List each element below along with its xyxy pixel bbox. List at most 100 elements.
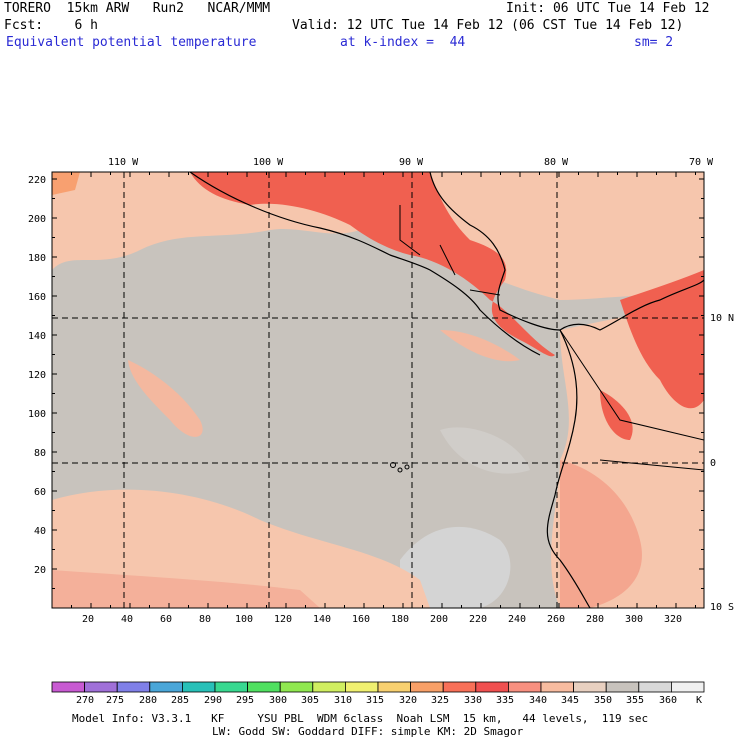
y-tick-100: 100 [27, 409, 46, 420]
warmer-region-andes [560, 460, 642, 608]
init-time: Init: 06 UTC Tue 14 Feb 12 [506, 1, 710, 16]
colorbar-label: 330 [464, 695, 483, 706]
colorbar-label: 270 [76, 695, 95, 706]
x-tick-40: 40 [121, 614, 134, 625]
x-tick-160: 160 [352, 614, 371, 625]
colorbar-swatch [51, 681, 85, 693]
colorbar-label: 340 [529, 695, 548, 706]
model-title: TORERO 15km ARW Run2 NCAR/MMM [4, 1, 271, 16]
colorbar-label: 305 [301, 695, 320, 706]
x-tick-280: 280 [586, 614, 605, 625]
colorbar-swatch [410, 681, 444, 693]
frame-ticks [51, 172, 704, 609]
lon-label-80w: 80 W [544, 157, 569, 168]
colorbar-swatch [671, 681, 705, 693]
streak-patch [128, 360, 203, 437]
y-tick-180: 180 [27, 253, 46, 264]
colorbar-swatch [507, 681, 542, 693]
graticule [52, 172, 704, 608]
y-tick-140: 140 [27, 331, 46, 342]
x-tick-180: 180 [391, 614, 410, 625]
coastline-south-america [546, 329, 591, 608]
colorbar-swatch [116, 681, 151, 693]
x-tick-20: 20 [82, 614, 95, 625]
colorbar-swatch [149, 681, 183, 693]
colorbar-label: 290 [204, 695, 223, 706]
hot-region-colombia [620, 270, 704, 409]
x-tick-300: 300 [625, 614, 644, 625]
coastline-central-america [189, 172, 541, 356]
lon-label-70w: 70 W [689, 157, 714, 168]
streak-patch [440, 330, 520, 362]
y-tick-80: 80 [33, 448, 46, 459]
colorbar-swatch [377, 681, 411, 693]
colorbar-label: 275 [106, 695, 125, 706]
x-tick-260: 260 [547, 614, 566, 625]
colorbar-swatch [573, 681, 607, 693]
colorbar-swatch [442, 681, 477, 693]
y-tick-160: 160 [27, 292, 46, 303]
colorbar-label: 285 [171, 695, 190, 706]
coastline-caribbean [429, 172, 704, 331]
y-tick-40: 40 [33, 526, 46, 537]
colorbar-label: 315 [366, 695, 385, 706]
colorbar-swatch [312, 681, 346, 693]
smoothing-label: sm= 2 [634, 35, 674, 50]
physics-info: LW: Godd SW: Goddard DIFF: simple KM: 2D… [212, 725, 524, 738]
colorbar-swatch [181, 681, 216, 693]
colorbar-swatch [344, 681, 379, 693]
colorbar-label: 295 [236, 695, 255, 706]
lon-label-90w: 90 W [399, 157, 424, 168]
valid-time: Valid: 12 UTC Tue 14 Feb 12 (06 CST Tue … [292, 18, 684, 33]
colorbar-label: 280 [139, 695, 158, 706]
colorbar-label: 300 [269, 695, 288, 706]
colorbar-swatch [638, 681, 672, 693]
x-tick-120: 120 [274, 614, 293, 625]
x-tick-60: 60 [160, 614, 173, 625]
colorbar-unit: K [696, 695, 703, 706]
colorbar-swatch [540, 681, 574, 693]
lat-label-0: 0 [710, 458, 717, 469]
lon-label-100w: 100 W [253, 157, 284, 168]
colorbar-swatch [605, 681, 640, 693]
colorbar-label: 345 [561, 695, 580, 706]
x-tick-140: 140 [313, 614, 332, 625]
forecast-hour: Fcst: 6 h [4, 18, 98, 33]
field-title: Equivalent potential temperature [6, 35, 257, 50]
lon-label-110w: 110 W [108, 157, 139, 168]
light-grey-patch [440, 427, 530, 474]
x-tick-320: 320 [664, 614, 683, 625]
hot-region-central-america [190, 172, 555, 357]
level-label: at k-index = 44 [340, 35, 466, 50]
colorbar-label: 310 [334, 695, 353, 706]
colorbar-swatch [84, 681, 118, 693]
model-info: Model Info: V3.3.1 KF YSU PBL WDM 6class… [72, 712, 649, 725]
x-tick-80: 80 [199, 614, 212, 625]
colorbar-label: 350 [594, 695, 613, 706]
colorbar-label: 335 [496, 695, 515, 706]
colorbar-label: 320 [399, 695, 418, 706]
warmer-region-south [52, 570, 320, 608]
colorbar-swatch [279, 681, 314, 693]
country-borders [399, 205, 704, 471]
colorbar-label: 355 [626, 695, 645, 706]
y-tick-120: 120 [27, 370, 46, 381]
colorbar-swatch [247, 681, 281, 693]
galapagos-island [404, 464, 410, 470]
x-tick-220: 220 [469, 614, 488, 625]
colorbar-label: 360 [659, 695, 678, 706]
colorbar-label: 325 [431, 695, 450, 706]
y-tick-20: 20 [33, 565, 46, 576]
y-tick-60: 60 [33, 487, 46, 498]
lat-label-10s: 10 S [710, 602, 735, 613]
y-tick-200: 200 [27, 214, 46, 225]
x-tick-100: 100 [235, 614, 254, 625]
light-grey-patch [400, 526, 511, 608]
galapagos-island [397, 467, 403, 473]
y-tick-220: 220 [27, 175, 46, 186]
colorbar-swatch [214, 681, 248, 693]
x-tick-200: 200 [430, 614, 449, 625]
x-tick-240: 240 [508, 614, 527, 625]
